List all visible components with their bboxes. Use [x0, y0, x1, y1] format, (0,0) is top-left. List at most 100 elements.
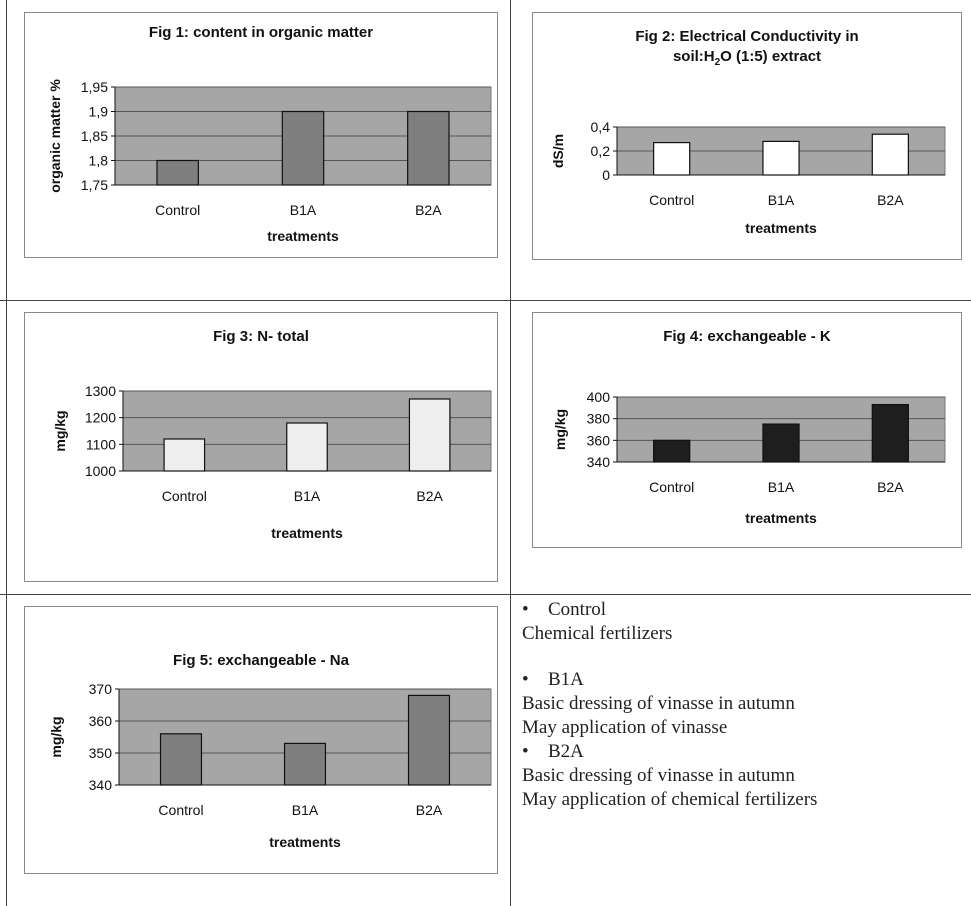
y-tick-label: 1200: [85, 410, 116, 426]
bullet-icon: •: [522, 741, 529, 762]
chart-title: Fig 1: content in organic matter: [148, 24, 374, 41]
y-tick-label: 1,85: [81, 128, 108, 144]
bar: [286, 422, 328, 472]
y-axis-label: mg/kg: [552, 409, 568, 450]
x-tick-label: B2A: [416, 488, 443, 504]
y-tick-label: 1,8: [89, 153, 109, 169]
x-tick-label: B1A: [294, 488, 321, 504]
chart-title: Fig 5: exchangeable - Na: [173, 652, 349, 669]
y-tick-label: 0,2: [591, 143, 611, 159]
x-axis-label: treatments: [267, 228, 339, 244]
title-subscript: 2: [714, 57, 721, 68]
y-tick-label: 1,9: [89, 104, 109, 120]
bar: [762, 423, 800, 463]
legend-item-name: B2A: [548, 741, 584, 762]
legend-item-name: Control: [548, 599, 607, 620]
bar: [762, 140, 800, 176]
y-tick-label: 1,95: [81, 79, 108, 95]
x-tick-label: Control: [158, 802, 203, 818]
x-axis-label: treatments: [269, 834, 341, 850]
x-axis-label: treatments: [745, 510, 817, 526]
title-part: soil:H: [672, 48, 715, 65]
y-axis-label: mg/kg: [52, 410, 68, 451]
legend-item-desc: Basic dressing of vinasse in autumn: [522, 693, 795, 714]
bullet-icon: •: [522, 669, 529, 690]
y-tick-label: 360: [587, 432, 611, 448]
table-row-divider: [0, 594, 971, 595]
bar: [283, 742, 327, 786]
y-axis-label: organic matter %: [47, 79, 63, 193]
chart-title-line1: Fig 2: Electrical Conductivity in: [635, 28, 859, 45]
y-axis-label: mg/kg: [48, 716, 64, 757]
y-tick-label: 370: [89, 681, 113, 697]
y-tick-label: 1300: [85, 383, 116, 399]
bar: [407, 110, 450, 186]
x-tick-label: B1A: [290, 202, 317, 218]
table-row-divider: [0, 300, 971, 301]
legend-item: • B1A: [522, 668, 962, 692]
bar: [653, 142, 691, 176]
y-axis-label: dS/m: [550, 134, 566, 168]
chart-title: Fig 2: Electrical Conductivity in soil:H…: [533, 27, 961, 73]
y-tick-label: 1100: [86, 436, 116, 452]
x-axis-label: treatments: [745, 220, 817, 236]
x-tick-label: Control: [155, 202, 200, 218]
y-tick-label: 380: [587, 411, 611, 427]
chart-plot: 0 0,2 0,4 Control B1A B2A treatments dS/m: [550, 119, 946, 236]
legend-item: • B2A: [522, 740, 962, 764]
y-tick-label: 1,75: [81, 177, 108, 193]
y-tick-label: 360: [89, 713, 113, 729]
legend-item-name: B1A: [548, 669, 584, 690]
table-vertical-divider: [510, 0, 511, 906]
chart-fig2: Fig 2: Electrical Conductivity in soil:H…: [532, 12, 962, 260]
bar: [156, 159, 199, 186]
bar: [871, 403, 909, 463]
bar: [281, 110, 325, 186]
bar: [407, 694, 451, 786]
legend-item: • Control: [522, 598, 962, 622]
legend-item-desc: May application of vinasse: [522, 717, 728, 738]
bar: [159, 733, 203, 786]
x-tick-label: B1A: [292, 802, 319, 818]
chart-plot: 340 360 380 400 Control B1A B2A treatments mg/kg: [552, 389, 946, 526]
bullet-icon: •: [522, 599, 529, 620]
chart-plot: 1000 1100 1200 1300 Control B1A B2A treatments m…: [52, 383, 492, 541]
chart-title-line2: soil:H2O (1:5) extract: [533, 47, 961, 73]
legend-item-desc: Chemical fertilizers: [522, 623, 673, 644]
y-tick-label: 0: [602, 167, 610, 183]
treatment-legend: • Control Chemical fertilizers • B1A Bas…: [522, 598, 962, 812]
chart-plot: 1,75 1,8 1,85 1,9 1,95 Control B1A B2A treatment…: [47, 79, 492, 244]
chart-fig1: Fig 1: content in organic matter 1,75 1,8…: [24, 12, 498, 258]
x-tick-label: Control: [649, 479, 694, 495]
chart-fig5: Fig 5: exchangeable - Na 340 350 360 370 Con…: [24, 606, 498, 874]
y-tick-label: 350: [89, 745, 113, 761]
chart-fig4: Fig 4: exchangeable - K 340 360 380 400 Cont…: [532, 312, 962, 548]
y-tick-label: 340: [587, 454, 611, 470]
legend-item-desc: May application of chemical fertilizers: [522, 789, 818, 810]
y-tick-label: 400: [587, 389, 611, 405]
bar: [653, 439, 691, 463]
chart-title: Fig 4: exchangeable - K: [663, 328, 831, 345]
x-axis-label: treatments: [271, 525, 343, 541]
y-tick-label: 1000: [85, 463, 116, 479]
x-tick-label: B2A: [877, 192, 904, 208]
x-tick-label: B1A: [768, 479, 795, 495]
table-left-border: [6, 0, 7, 906]
x-tick-label: B2A: [415, 202, 442, 218]
x-tick-label: B2A: [416, 802, 443, 818]
legend-item-desc: Basic dressing of vinasse in autumn: [522, 765, 795, 786]
chart-fig3: Fig 3: N- total 1000 1100 1200 1300 Control B…: [24, 312, 498, 582]
x-tick-label: Control: [162, 488, 207, 504]
x-tick-label: Control: [649, 192, 694, 208]
y-tick-label: 0,4: [591, 119, 611, 135]
bar: [871, 133, 909, 176]
x-tick-label: B2A: [877, 479, 904, 495]
chart-title: Fig 3: N- total: [213, 328, 309, 345]
chart-plot: 340 350 360 370 Control B1A B2A treatments mg/kg: [48, 681, 492, 850]
x-tick-label: B1A: [768, 192, 795, 208]
bar: [408, 398, 451, 472]
title-part: O (1:5) extract: [720, 48, 822, 65]
bar: [163, 438, 206, 472]
y-tick-label: 340: [89, 777, 113, 793]
